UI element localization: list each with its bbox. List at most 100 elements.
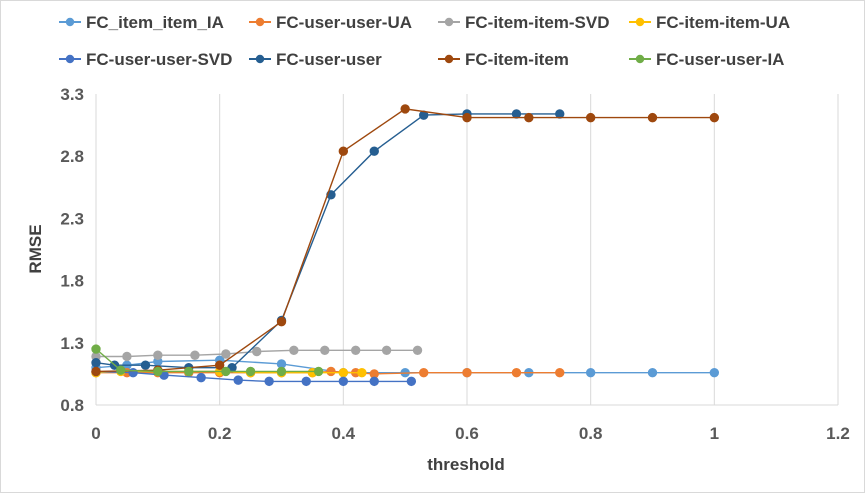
x-tick-label: 0.8 xyxy=(579,424,603,443)
data-point xyxy=(338,146,349,156)
series-8 xyxy=(91,344,324,377)
series-line xyxy=(95,348,319,373)
data-point xyxy=(196,372,206,383)
data-point xyxy=(511,367,522,378)
x-tick-label: 1 xyxy=(710,424,719,443)
data-point xyxy=(369,376,379,387)
data-point xyxy=(128,367,138,378)
legend-label: FC-item-item-UA xyxy=(656,13,790,32)
data-point xyxy=(419,367,429,378)
grid-lines xyxy=(219,94,839,405)
legend-item: FC-item-item xyxy=(438,50,569,69)
data-point xyxy=(647,367,658,378)
data-point xyxy=(214,360,225,370)
data-point xyxy=(276,316,287,327)
series-3 xyxy=(91,345,423,362)
data-point xyxy=(190,350,200,360)
data-point xyxy=(313,366,324,377)
legend-swatch-marker xyxy=(65,17,75,27)
data-point xyxy=(153,366,163,377)
legend-swatch-marker xyxy=(255,17,265,27)
data-point xyxy=(320,345,330,355)
y-tick-label: 2.8 xyxy=(60,147,84,166)
data-point xyxy=(91,344,101,354)
data-point xyxy=(289,345,299,355)
y-axis-title: RMSE xyxy=(26,224,45,273)
legend-item: FC-user-user-IA xyxy=(629,50,784,69)
data-point xyxy=(184,366,194,377)
legend-label: FC-user-user-SVD xyxy=(86,50,232,69)
data-point xyxy=(338,367,349,378)
legend-label: FC-user-user-IA xyxy=(656,50,784,69)
data-point xyxy=(709,112,720,123)
series-line xyxy=(95,108,715,373)
data-point xyxy=(116,365,126,375)
data-point xyxy=(91,358,101,368)
data-point xyxy=(122,351,132,362)
y-tick-label: 3.3 xyxy=(60,85,84,104)
data-point xyxy=(524,112,534,123)
data-point xyxy=(511,109,522,119)
x-axis-title: threshold xyxy=(427,455,504,474)
legend-swatch-marker xyxy=(635,17,645,27)
series-line xyxy=(95,113,560,369)
data-point xyxy=(647,112,658,123)
data-point xyxy=(252,346,262,357)
data-point xyxy=(369,146,379,156)
data-point xyxy=(555,367,565,378)
x-tick-label: 1.2 xyxy=(826,424,850,443)
legend-label: FC-item-item xyxy=(465,50,569,69)
data-point xyxy=(585,112,596,123)
x-tick-label: 0.4 xyxy=(332,424,356,443)
data-point xyxy=(555,109,565,119)
data-point xyxy=(400,104,410,114)
x-tick-label: 0.6 xyxy=(455,424,479,443)
y-tick-label: 1.3 xyxy=(60,334,84,353)
y-tick-label: 2.3 xyxy=(60,209,84,228)
legend-label: FC-item-item-SVD xyxy=(465,13,610,32)
series-7 xyxy=(91,104,720,377)
legend-swatch-marker xyxy=(444,17,454,27)
y-tick-label: 0.8 xyxy=(60,396,84,415)
legend-label: FC-user-user-UA xyxy=(276,13,412,32)
legend-item: FC-user-user xyxy=(249,50,382,69)
legend-item: FC-user-user-SVD xyxy=(59,50,232,69)
data-point xyxy=(709,367,720,378)
series-6 xyxy=(91,109,565,373)
data-point xyxy=(140,360,151,370)
data-point xyxy=(245,366,256,377)
x-tick-label: 0 xyxy=(91,424,100,443)
data-point xyxy=(264,376,274,387)
legend-swatch-marker xyxy=(255,54,265,64)
data-point xyxy=(326,366,336,377)
data-point xyxy=(412,345,423,355)
series-layer xyxy=(91,104,720,387)
data-point xyxy=(301,376,311,387)
legend-item: FC-user-user-UA xyxy=(249,13,412,32)
data-point xyxy=(338,376,349,387)
data-point xyxy=(153,350,163,360)
data-point xyxy=(585,367,596,378)
axes: 0 0.2 0.4 0.6 0.8 1 1.2 0.8 1.3 1.8 2.3 2.8 3.3 xyxy=(60,85,849,443)
x-tick-label: 0.2 xyxy=(208,424,232,443)
data-point xyxy=(462,367,472,378)
data-point xyxy=(381,345,392,355)
data-point xyxy=(221,349,231,359)
legend-item: FC-item-item-SVD xyxy=(438,13,610,32)
data-point xyxy=(406,376,417,387)
data-point xyxy=(276,366,287,377)
legend-swatch-marker xyxy=(635,54,645,64)
legend-swatch-marker xyxy=(65,54,75,64)
data-point xyxy=(357,367,367,378)
data-point xyxy=(221,366,231,377)
data-point xyxy=(233,375,243,385)
legend: FC_item_item_IA FC-user-user-UA FC-item-it… xyxy=(59,13,790,69)
data-point xyxy=(351,345,361,355)
legend-item: FC_item_item_IA xyxy=(59,13,224,32)
legend-item: FC-item-item-UA xyxy=(629,13,790,32)
legend-swatch-marker xyxy=(444,54,454,64)
legend-label: FC-user-user xyxy=(276,50,382,69)
y-tick-label: 1.8 xyxy=(60,272,84,291)
